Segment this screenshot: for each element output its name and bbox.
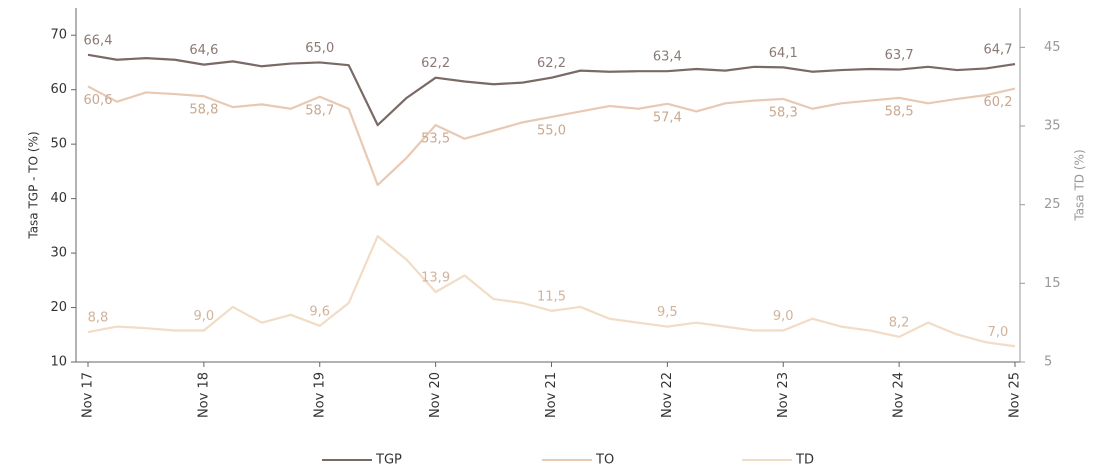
x-tick-label: Nov 21: [544, 372, 559, 418]
x-tick-label: Nov 17: [81, 372, 96, 418]
x-tick-label: Nov 25: [1008, 372, 1023, 418]
data-label: 53,5: [421, 132, 450, 147]
y-axis-title: Tasa TGP - TO (%): [27, 131, 41, 239]
y-tick-label: 20: [50, 300, 67, 315]
y-tick-label: 30: [50, 246, 67, 261]
data-label: 62,2: [537, 56, 566, 71]
data-label: 9,0: [773, 309, 794, 324]
data-label: 65,0: [305, 41, 334, 56]
data-label: 63,4: [653, 50, 682, 65]
x-tick-label: Nov 24: [892, 372, 907, 418]
data-label: 55,0: [537, 123, 566, 138]
series-line: [87, 235, 1016, 348]
y2-tick-label: 35: [1044, 119, 1061, 134]
legend-label: TGP: [375, 453, 402, 468]
data-label: 60,6: [84, 93, 113, 108]
x-tick-label: Nov 23: [776, 372, 791, 418]
y2-tick-label: 5: [1044, 355, 1052, 370]
y2-tick-label: 15: [1044, 276, 1061, 291]
data-label: 9,0: [194, 309, 215, 324]
data-label: 58,7: [305, 103, 334, 118]
data-label: 62,2: [421, 56, 450, 71]
data-label: 13,9: [421, 270, 450, 285]
x-tick-label: Nov 19: [312, 372, 327, 418]
data-label: 9,6: [309, 304, 330, 319]
legend-label: TD: [795, 453, 814, 468]
y2-tick-label: 45: [1044, 40, 1061, 55]
x-tick-label: Nov 18: [196, 372, 211, 418]
y-tick-label: 50: [50, 137, 67, 152]
data-label: 58,8: [189, 103, 218, 118]
data-label: 8,2: [889, 315, 910, 330]
data-label: 64,1: [769, 46, 798, 61]
y2-axis-title: Tasa TD (%): [1073, 149, 1087, 221]
y2-tick-label: 25: [1044, 197, 1061, 212]
series-line: [87, 85, 1016, 187]
data-label: 57,4: [653, 110, 682, 125]
data-label: 64,6: [189, 43, 218, 58]
data-label: 64,7: [984, 43, 1013, 58]
x-tick-label: Nov 22: [660, 372, 675, 418]
data-label: 60,2: [984, 95, 1013, 110]
data-label: 8,8: [88, 311, 109, 326]
data-label: 58,3: [769, 105, 798, 120]
data-label: 7,0: [988, 325, 1009, 340]
y-tick-label: 40: [50, 191, 67, 206]
data-label: 63,7: [885, 48, 914, 63]
y-tick-label: 10: [50, 355, 67, 370]
y-tick-label: 70: [50, 28, 67, 43]
series-line: [87, 53, 1016, 127]
data-label: 58,5: [885, 104, 914, 119]
x-tick-label: Nov 20: [428, 372, 443, 418]
data-label: 9,5: [657, 305, 678, 320]
data-label: 11,5: [537, 289, 566, 304]
data-label: 66,4: [84, 33, 113, 48]
y-tick-label: 60: [50, 82, 67, 97]
legend-label: TO: [595, 453, 614, 468]
